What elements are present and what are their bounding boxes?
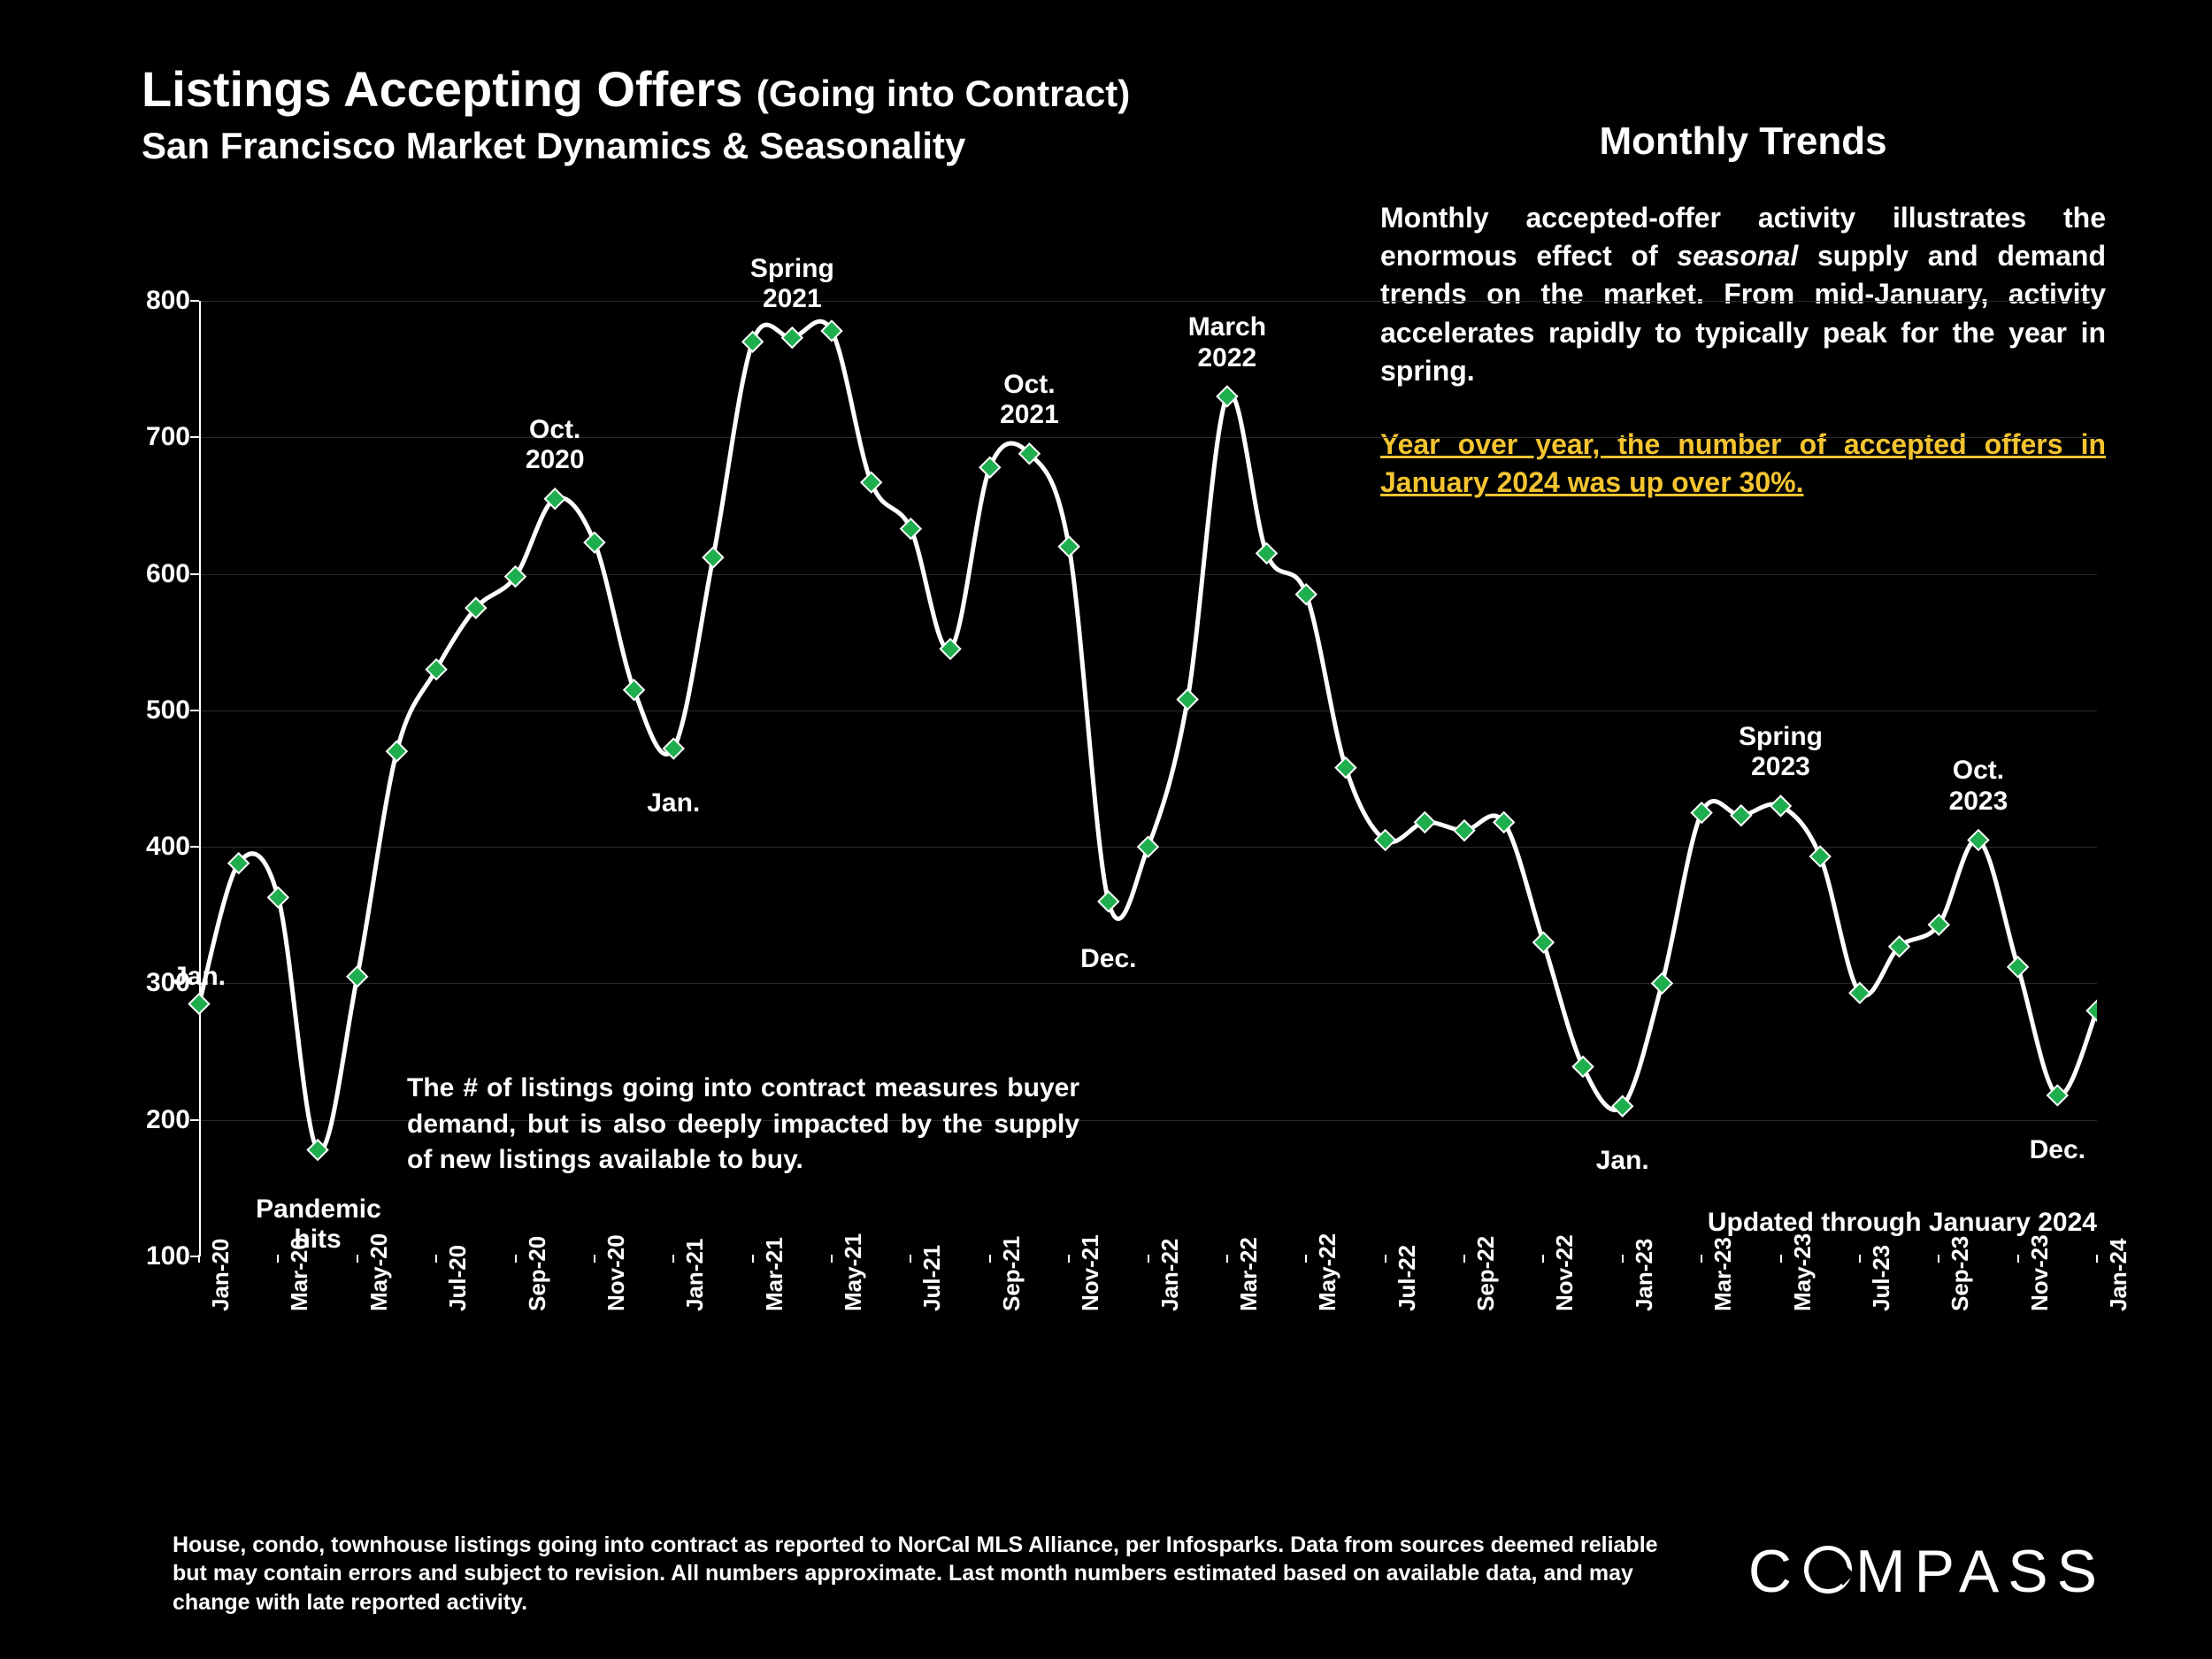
x-axis-label: Jan-24 <box>2105 1239 2132 1311</box>
chart-annotation: March2022 <box>1165 312 1289 373</box>
logo-o-icon <box>1804 1546 1852 1594</box>
compass-logo: CMPASS <box>1748 1537 2106 1606</box>
chart-annotation: Dec. <box>1047 944 1171 975</box>
data-marker <box>624 680 644 700</box>
chart-annotation: Jan. <box>1561 1146 1685 1177</box>
data-marker <box>1810 847 1831 867</box>
data-marker <box>268 887 288 908</box>
footnote: House, condo, townhouse listings going i… <box>173 1531 1677 1617</box>
data-marker <box>742 332 763 352</box>
data-marker <box>585 533 605 553</box>
data-marker <box>1455 820 1475 841</box>
updated-label: Updated through January 2024 <box>1708 1208 2097 1238</box>
data-marker <box>1138 837 1158 857</box>
chart-annotation: Pandemichits <box>256 1194 380 1256</box>
data-marker <box>1415 812 1435 833</box>
data-marker <box>1731 805 1751 826</box>
title-sub-inline: (Going into Contract) <box>757 73 1130 114</box>
data-marker <box>861 472 881 493</box>
data-marker <box>1533 933 1554 953</box>
data-marker <box>1850 983 1870 1003</box>
data-marker <box>1296 584 1317 604</box>
data-marker <box>703 548 724 568</box>
title-main: Listings Accepting Offers <box>142 61 742 117</box>
data-marker <box>901 518 921 539</box>
data-marker <box>979 457 1000 478</box>
data-marker <box>1098 892 1118 912</box>
chart-annotation: Spring2023 <box>1719 722 1843 783</box>
data-marker <box>189 994 210 1014</box>
data-marker <box>1178 689 1198 710</box>
chart-annotation: Spring2021 <box>730 254 854 315</box>
data-marker <box>1652 973 1672 994</box>
data-marker <box>387 741 407 762</box>
chart-annotation: Jan. <box>611 788 735 819</box>
right-heading: Monthly Trends <box>1380 119 2106 164</box>
data-marker <box>347 966 367 987</box>
chart-annotation: Oct.2020 <box>493 415 617 476</box>
chart-annotation: Dec. <box>1995 1135 2119 1166</box>
data-marker <box>1256 543 1277 564</box>
data-marker <box>426 659 447 680</box>
title-block: Listings Accepting Offers (Going into Co… <box>142 60 1130 167</box>
data-marker <box>1770 796 1791 817</box>
chart-note: The # of listings going into contract me… <box>407 1071 1079 1179</box>
chart-annotation: Oct.2021 <box>967 370 1091 431</box>
chart-annotation: Oct.2023 <box>1916 756 2040 817</box>
subtitle: San Francisco Market Dynamics & Seasonal… <box>142 125 1130 167</box>
data-marker <box>1573 1056 1594 1077</box>
data-marker <box>1059 536 1079 557</box>
data-marker <box>782 327 803 348</box>
data-marker <box>2008 957 2028 978</box>
data-marker <box>1336 757 1356 778</box>
line-chart: 100200300400500600700800Jan-20Mar-20May-… <box>142 301 2097 1323</box>
chart-annotation: Jan. <box>137 962 261 993</box>
page-title: Listings Accepting Offers (Going into Co… <box>142 60 1130 118</box>
